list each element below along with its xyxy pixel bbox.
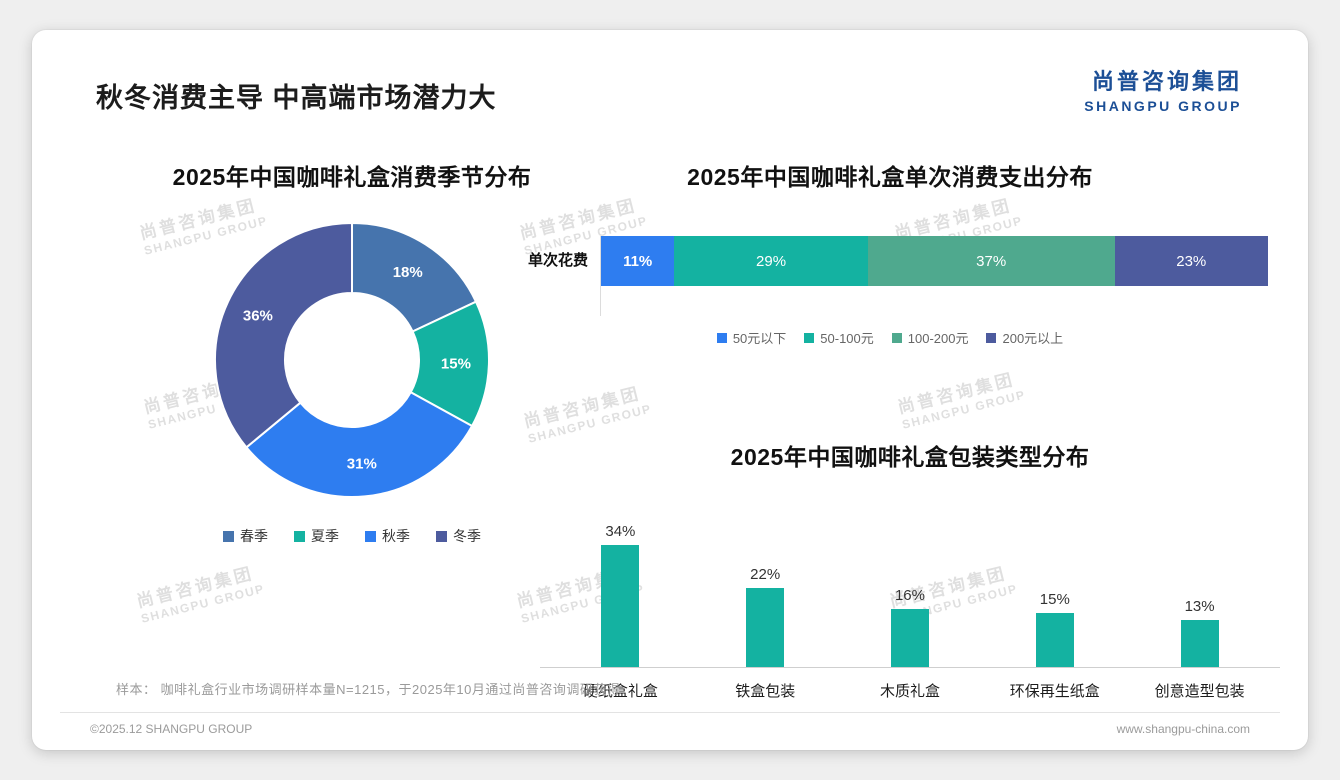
season-donut-chart: 18% 15% 31% 36% (202, 210, 502, 510)
legend-label: 50元以下 (732, 331, 787, 346)
bar (1180, 620, 1219, 667)
page-title: 秋冬消费主导 中高端市场潜力大 (96, 83, 497, 113)
logo-english-text: SHANGPU GROUP (1084, 98, 1242, 114)
legend-item: 秋季 (365, 526, 410, 546)
legend-item: 冬季 (436, 526, 481, 546)
stacked-segment: 37% (867, 236, 1115, 286)
donut-chart-title: 2025年中国咖啡礼盒消费季节分布 (172, 164, 532, 190)
legend-item: 50元以下 (716, 328, 787, 347)
legend-swatch (804, 332, 815, 343)
stacked-segment-label: 29% (756, 252, 787, 270)
bar-category-label: 硬纸盒礼盒 (582, 683, 658, 700)
legend-label: 秋季 (382, 528, 410, 544)
stacked-bar-axis: 11% 29% 37% 23% (600, 236, 1268, 316)
logo: 尚普咨询集团 SHANGPU GROUP (1084, 64, 1242, 114)
footer-website: www.shangpu-china.com (1116, 722, 1250, 736)
donut-percent-label: 18% (393, 264, 423, 281)
donut-percent-label: 36% (243, 308, 273, 325)
logo-chinese-text: 尚普咨询集团 (1091, 69, 1242, 94)
legend-swatch (716, 332, 727, 343)
sample-note: 样本： 咖啡礼盒行业市场调研样本量N=1215，于2025年10月通过尚普咨询调… (116, 682, 621, 697)
stacked-chart-title: 2025年中国咖啡礼盒单次消费支出分布 (687, 164, 1093, 190)
bar-category-label: 铁盒包装 (735, 683, 796, 700)
legend-swatch (891, 332, 902, 343)
donut-percent-label: 15% (441, 355, 471, 372)
legend-swatch (294, 530, 305, 542)
footer: ©2025.12 SHANGPU GROUP www.shangpu-china… (60, 712, 1280, 736)
legend-swatch (986, 332, 997, 343)
legend-swatch (223, 530, 234, 542)
legend-item: 春季 (223, 526, 268, 546)
donut-segment (245, 390, 474, 498)
season-donut-chart-block: 2025年中国咖啡礼盒消费季节分布 18% 15% 31% 36% 春季 夏季 秋季 冬季 (62, 158, 642, 546)
legend-label: 100-200元 (907, 331, 969, 346)
bar-value-label: 16% (894, 587, 925, 605)
legend-label: 冬季 (453, 528, 481, 544)
bar-column: 16% (838, 587, 983, 667)
packaging-bar-chart-block: 2025年中国咖啡礼盒包装类型分布 34% 22% 16% 15% 13% 硬纸盒礼盒 铁… (540, 438, 1280, 701)
bar-column: 22% (693, 566, 838, 667)
legend-swatch (365, 530, 376, 542)
donut-segment (214, 221, 353, 449)
stacked-segment-label: 37% (976, 252, 1007, 270)
stacked-segment: 11% (601, 236, 675, 286)
bar-value-label: 13% (1184, 598, 1215, 616)
bar-category-label: 木质礼盒 (879, 683, 940, 700)
bar-value-label: 22% (750, 565, 781, 583)
packaging-bar-chart: 34% 22% 16% 15% 13% (540, 496, 1280, 668)
stacked-legend: 50元以下 50-100元 100-200元 200元以上 (512, 328, 1268, 347)
bar (1035, 613, 1074, 667)
legend-swatch (436, 530, 447, 542)
donut-percent-label: 31% (347, 456, 377, 473)
stacked-segment: 29% (674, 236, 868, 286)
legend-label: 50-100元 (820, 331, 874, 346)
legend-label: 200元以上 (1002, 331, 1064, 346)
spend-stacked-bar: 11% 29% 37% 23% (601, 236, 1268, 286)
legend-item: 50-100元 (804, 328, 874, 347)
footer-copyright: ©2025.12 SHANGPU GROUP (90, 722, 253, 736)
bar-chart-categories: 硬纸盒礼盒 铁盒包装 木质礼盒 环保再生纸盒 创意造型包装 (540, 680, 1280, 701)
stacked-row-label: 单次花费 (527, 252, 588, 269)
stacked-segment-label: 23% (1176, 252, 1207, 270)
bar-category-label: 创意造型包装 (1154, 683, 1245, 700)
bar-category-label: 环保再生纸盒 (1009, 683, 1100, 700)
bar-value-label: 34% (605, 522, 636, 540)
bar-column: 15% (982, 591, 1127, 667)
bar (601, 544, 640, 667)
legend-label: 夏季 (311, 528, 339, 544)
bar (746, 587, 785, 667)
stacked-segment: 23% (1114, 236, 1268, 286)
stacked-segment-label: 11% (623, 252, 653, 270)
slide-card: 尚普咨询集团 SHANGPU GROUP 尚普咨询集团 SHANGPU GROUP 尚普… (32, 30, 1308, 750)
bar (890, 609, 929, 667)
legend-item: 夏季 (294, 526, 339, 546)
spend-stacked-chart-block: 2025年中国咖啡礼盒单次消费支出分布 单次花费 11% 29% 37% 23% 50… (512, 158, 1268, 347)
bar-chart-title: 2025年中国咖啡礼盒包装类型分布 (730, 444, 1090, 470)
bar-value-label: 15% (1039, 591, 1070, 608)
bar-column: 13% (1127, 598, 1272, 667)
bar-column: 34% (548, 523, 693, 667)
legend-label: 春季 (240, 528, 268, 544)
legend-item: 100-200元 (891, 328, 969, 347)
legend-item: 200元以上 (986, 328, 1063, 347)
donut-legend: 春季 夏季 秋季 冬季 (62, 526, 642, 546)
